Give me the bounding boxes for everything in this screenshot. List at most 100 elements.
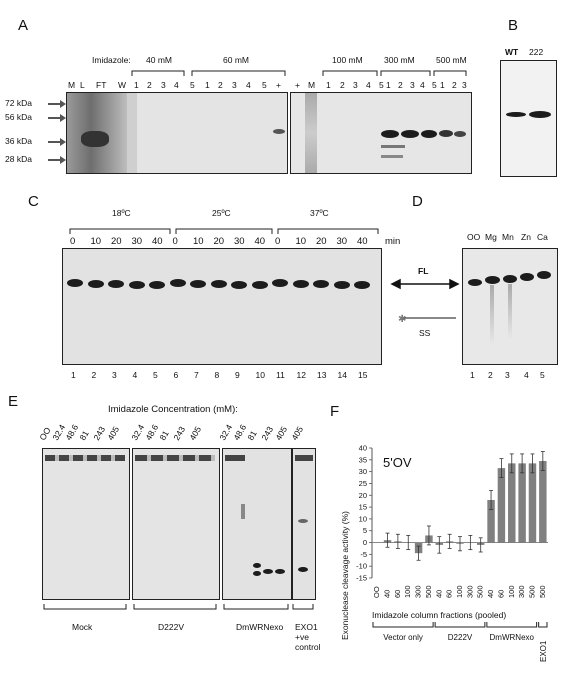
group-dmwrnexo: DmWRNexo <box>236 622 284 632</box>
lane-number-d: 3 <box>505 370 510 380</box>
bar <box>539 461 547 543</box>
time-label: 20 <box>316 236 327 247</box>
lane-label-a-left: 1 <box>134 80 139 90</box>
bar <box>528 463 537 543</box>
band-c <box>313 280 329 289</box>
x-tick-label: 40 <box>486 590 495 598</box>
lane-number-c: 7 <box>194 370 199 380</box>
x-tick-label: 60 <box>496 590 505 598</box>
panel-label-a: A <box>18 17 29 34</box>
panel-label-e: E <box>8 393 19 410</box>
lane-label-d: Mn <box>502 232 514 242</box>
x-tick-label: 40 <box>383 590 392 598</box>
x-tick-label: 100 <box>455 585 464 598</box>
lane-number-c: 15 <box>358 370 368 380</box>
band-c <box>67 279 83 287</box>
conc-500: 500 mM <box>436 55 467 65</box>
lane-label-a-left: 5 <box>262 80 267 90</box>
bar <box>497 468 506 543</box>
lane-label-a-right: + <box>295 80 300 90</box>
lane-number-c: 2 <box>91 370 97 380</box>
chart-xlabel: Imidazole column fractions (pooled) <box>372 610 507 620</box>
x-tick-label: 60 <box>393 590 402 598</box>
lane-label-a-left: FT <box>96 80 107 90</box>
lane-label-d: OO <box>467 232 481 242</box>
band-c <box>169 279 186 287</box>
panel-label-d: D <box>412 193 423 210</box>
time-unit: min <box>385 236 401 247</box>
time-label: 40 <box>152 236 163 247</box>
lane-label-a-right: 1 <box>386 80 391 90</box>
lane-number-c: 6 <box>173 370 179 380</box>
band-c <box>87 279 104 288</box>
group-label: DmWRNexo <box>490 633 535 642</box>
time-label: 40 <box>357 236 368 247</box>
y-tick-label: 35 <box>359 455 367 464</box>
bar <box>508 463 516 543</box>
lane-number-c: 11 <box>276 370 285 380</box>
time-label: 30 <box>336 236 348 247</box>
time-label: 20 <box>111 236 122 247</box>
y-tick-label: -15 <box>356 574 367 583</box>
group-bracket <box>538 622 548 628</box>
x-tick-label: 500 <box>527 585 536 598</box>
conc-60: 60 mM <box>223 55 249 65</box>
band-c <box>354 281 370 290</box>
time-label: 30 <box>234 236 245 247</box>
time-label: 10 <box>193 236 204 247</box>
time-label: 10 <box>90 236 102 247</box>
panel-e-gel-exo1 <box>292 448 316 600</box>
panel-e-title: Imidazole Concentration (mM): <box>108 404 238 415</box>
lane-label-a-right: 3 <box>353 80 358 90</box>
chart-title: 5'OV <box>383 455 412 470</box>
band-c <box>333 280 350 289</box>
group-bracket <box>486 622 538 628</box>
lane-label-a-left: 4 <box>174 80 179 90</box>
lane-label-a-left: L <box>80 80 85 90</box>
y-tick-label: -10 <box>356 562 367 571</box>
x-tick-label: 500 <box>476 585 485 598</box>
lane-number-c: 1 <box>71 370 76 380</box>
lane-label-a-right: 2 <box>340 80 345 90</box>
lane-label-a-left: 2 <box>147 80 152 90</box>
x-tick-label: 40 <box>434 590 443 598</box>
y-tick-label: 20 <box>359 491 367 500</box>
y-tick-label: 0 <box>363 538 367 547</box>
group-d222v: D222V <box>158 622 184 632</box>
time-label: 40 <box>254 236 266 247</box>
group-exo1: EXO1 +ve control <box>295 622 321 652</box>
time-label: 10 <box>295 236 307 247</box>
ss-label: SS <box>419 328 431 338</box>
lane-number-d: 2 <box>488 370 493 380</box>
marker-56: 56 kDa <box>5 112 32 122</box>
group-mock: Mock <box>72 622 93 632</box>
panel-b-lane-wt: WT <box>505 47 519 57</box>
marker-36: 36 kDa <box>5 136 32 146</box>
lane-label-a-right: 1 <box>440 80 445 90</box>
lane-label-a-left: 3 <box>161 80 166 90</box>
group-bracket <box>372 622 434 628</box>
time-label: 20 <box>213 236 225 247</box>
x-tick-label: 100 <box>403 585 412 598</box>
panel-e-gel-dmwrnexo <box>222 448 292 600</box>
fl-label: FL <box>418 266 429 276</box>
group-bracket <box>434 622 486 628</box>
panel-a-gel-right <box>290 92 472 174</box>
lane-label-a-left: 5 <box>190 80 195 90</box>
band-c <box>231 280 247 289</box>
lane-label-a-left: 3 <box>232 80 237 90</box>
chart-ylabel: Exonuclease cleavage activity (%) <box>340 511 350 640</box>
lane-label-a-left: 1 <box>205 80 210 90</box>
panel-label-f: F <box>330 403 340 420</box>
lane-number-d: 1 <box>470 370 475 380</box>
time-label: 30 <box>131 236 143 247</box>
band-c <box>210 280 227 289</box>
lane-number-c: 5 <box>153 370 158 380</box>
lane-label-a-right: 3 <box>410 80 415 90</box>
band-c <box>292 279 309 288</box>
lane-number-c: 8 <box>214 370 220 380</box>
band-c <box>128 280 145 289</box>
